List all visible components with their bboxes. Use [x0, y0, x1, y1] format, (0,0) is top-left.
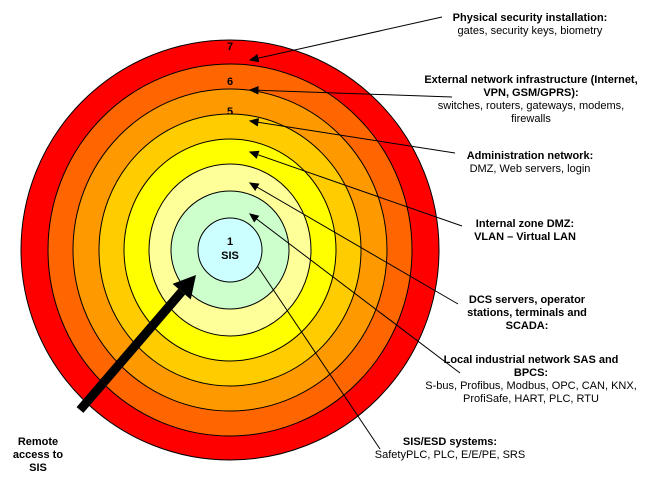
remote-access-text: Remote access to SIS — [12, 436, 64, 474]
leader-arrowhead-6 — [249, 213, 260, 223]
annotation-external-network-detail: switches, routers, gateways, modems, fir… — [437, 100, 625, 125]
leader-arrowhead-2 — [248, 86, 259, 95]
annotation-internal-zone-dmz: Internal zone DMZ: VLAN – Virtual LAN — [465, 218, 585, 244]
leader-line-5 — [249, 182, 459, 305]
annotation-local-industrial-network-title: Local industrial network SAS and BPCS: — [443, 354, 619, 379]
annotation-physical-security-detail: gates, security keys, biometry — [457, 25, 603, 37]
ring-number-7: 7 — [227, 41, 233, 53]
annotation-physical-security: Physical security installation: gates, s… — [420, 12, 640, 38]
annotation-administration-network-detail: DMZ, Web servers, login — [469, 163, 591, 175]
leader-line-3 — [249, 120, 456, 154]
leader-line-7 — [251, 257, 381, 450]
annotation-external-network: External network infrastructure (Interne… — [420, 74, 642, 126]
remote-access-label: Remote access to SIS — [10, 436, 66, 477]
annotation-dcs-servers: DCS servers, operator stations, terminal… — [452, 294, 602, 333]
leader-line-2 — [249, 89, 453, 98]
annotation-physical-security-title: Physical security installation: — [452, 12, 608, 24]
annotation-external-network-title: External network infrastructure (Interne… — [424, 74, 638, 99]
annotation-internal-zone-dmz-title: Internal zone DMZ: VLAN – Virtual LAN — [474, 218, 576, 243]
annotation-administration-network: Administration network: DMZ, Web servers… — [440, 150, 620, 176]
annotation-sis-esd-systems-title: SIS/ESD systems: — [402, 436, 498, 448]
ring-number-5: 5 — [227, 106, 233, 118]
leader-arrowhead-4 — [248, 150, 260, 159]
annotation-sis-esd-systems: SIS/ESD systems: SafetyPLC, PLC, E/E/PE,… — [360, 436, 540, 462]
annotation-dcs-servers-title: DCS servers, operator stations, terminal… — [467, 294, 587, 332]
ring-number-6: 6 — [227, 76, 233, 88]
annotation-local-industrial-network: Local industrial network SAS and BPCS: S… — [420, 354, 642, 406]
remote-access-arrow-head — [172, 275, 196, 300]
leader-arrowhead-1 — [248, 53, 260, 63]
remote-access-arrow-shaft — [76, 288, 186, 413]
center-label: SIS — [221, 250, 239, 262]
leader-line-1 — [249, 16, 443, 61]
center-number: 1 — [227, 236, 233, 248]
annotation-administration-network-title: Administration network: — [466, 150, 594, 162]
leader-arrowhead-5 — [248, 182, 260, 191]
leader-arrowhead-3 — [248, 118, 260, 127]
leader-line-4 — [249, 151, 463, 227]
center-sis-circle — [197, 217, 263, 283]
leader-line-6 — [249, 213, 461, 374]
annotation-sis-esd-systems-detail: SafetyPLC, PLC, E/E/PE, SRS — [374, 449, 526, 461]
annotation-local-industrial-network-detail: S-bus, Profibus, Modbus, OPC, CAN, KNX, … — [425, 380, 637, 405]
